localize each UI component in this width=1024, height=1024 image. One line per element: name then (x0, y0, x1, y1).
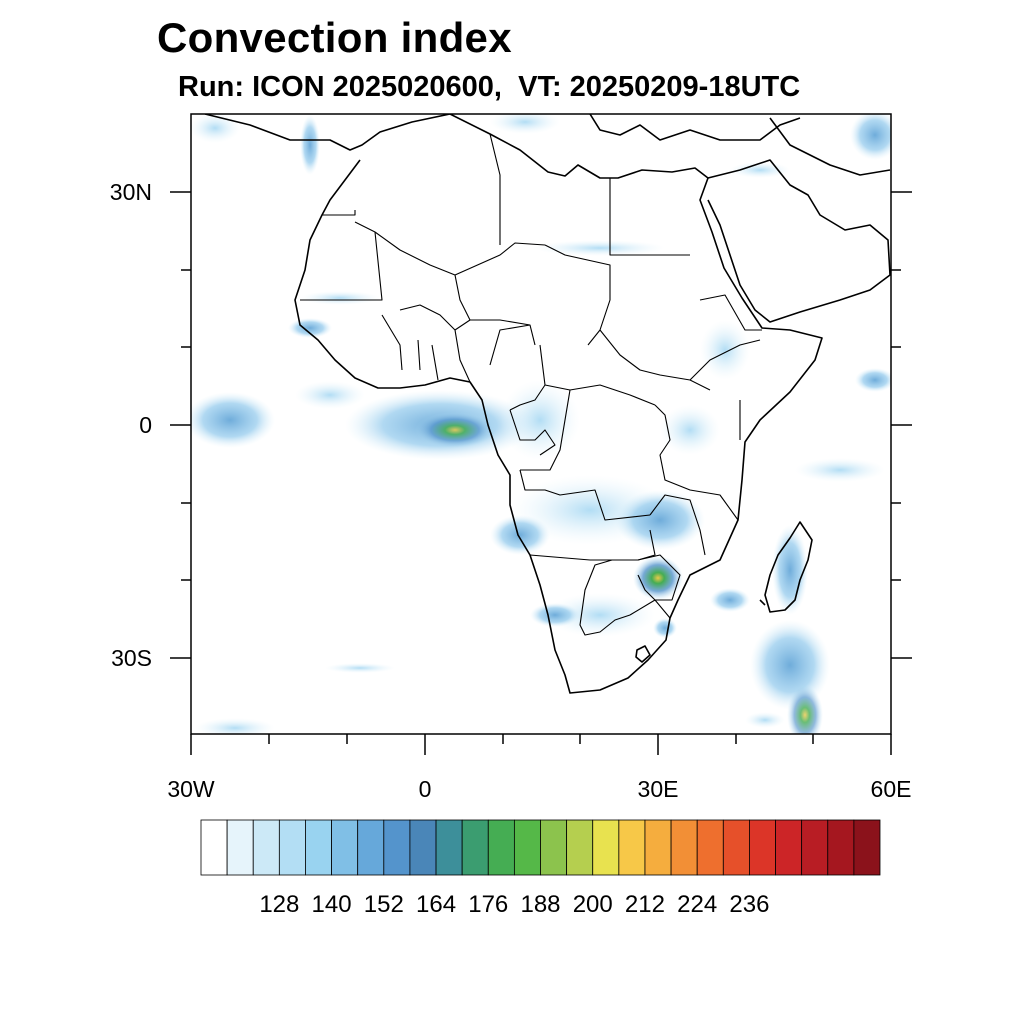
colorbar-box (435, 819, 463, 876)
colorbar-box (461, 819, 489, 876)
colorbar-tick-label: 164 (416, 891, 456, 918)
colorbar-box (670, 819, 698, 876)
colorbar-tick-label: 236 (729, 891, 769, 918)
lon-tick-label: 30E (638, 776, 679, 802)
colorbar-box (409, 819, 437, 876)
lon-tick-label: 30W (167, 776, 215, 802)
chart-title: Convection index (157, 14, 512, 61)
colorbar-box (487, 819, 515, 876)
colorbar-tick-label: 152 (364, 891, 404, 918)
colorbar-labels: 128 140 152 164 176 188 200 212 224 236 (259, 891, 769, 918)
lat-tick-label: 30N (110, 179, 152, 205)
colorbar-box (827, 819, 855, 876)
colorbar-tick-label: 224 (677, 891, 717, 918)
colorbar-box (278, 819, 306, 876)
chart-subtitle: Run: ICON 2025020600, VT: 20250209-18UTC (178, 71, 801, 103)
colorbar-box (331, 819, 359, 876)
colorbar-box (722, 819, 750, 876)
map-frame (190, 113, 892, 735)
lat-tick-label: 0 (139, 412, 152, 438)
colorbar-tick-label: 140 (312, 891, 352, 918)
colorbar-box (383, 819, 411, 876)
lon-tick-label: 60E (871, 776, 912, 802)
colorbar-tick-label: 176 (468, 891, 508, 918)
colorbar (200, 819, 881, 876)
colorbar-tick-label: 128 (259, 891, 299, 918)
colorbar-tick-label: 212 (625, 891, 665, 918)
colorbar-box (540, 819, 568, 876)
colorbar-box (200, 819, 228, 876)
colorbar-tick-label: 188 (520, 891, 560, 918)
colorbar-box (749, 819, 776, 876)
colorbar-box (618, 819, 646, 876)
country-borders (300, 133, 762, 636)
convection-shading (191, 114, 891, 734)
colorbar-box (252, 819, 280, 876)
colorbar-box (592, 819, 620, 876)
lat-tick-label: 30S (111, 645, 152, 671)
colorbar-box (696, 819, 724, 876)
colorbar-box (566, 819, 594, 876)
colorbar-box (357, 819, 385, 876)
colorbar-box (801, 819, 829, 876)
colorbar-tick-label: 200 (573, 891, 613, 918)
colorbar-box (775, 819, 803, 876)
colorbar-box (226, 819, 254, 876)
colorbar-box (305, 819, 332, 876)
lon-tick-label: 0 (419, 776, 432, 802)
coastline-outline (204, 114, 891, 694)
colorbar-box (513, 819, 541, 876)
axis-ticks (170, 191, 912, 755)
colorbar-box (644, 819, 672, 876)
colorbar-box (853, 819, 881, 876)
